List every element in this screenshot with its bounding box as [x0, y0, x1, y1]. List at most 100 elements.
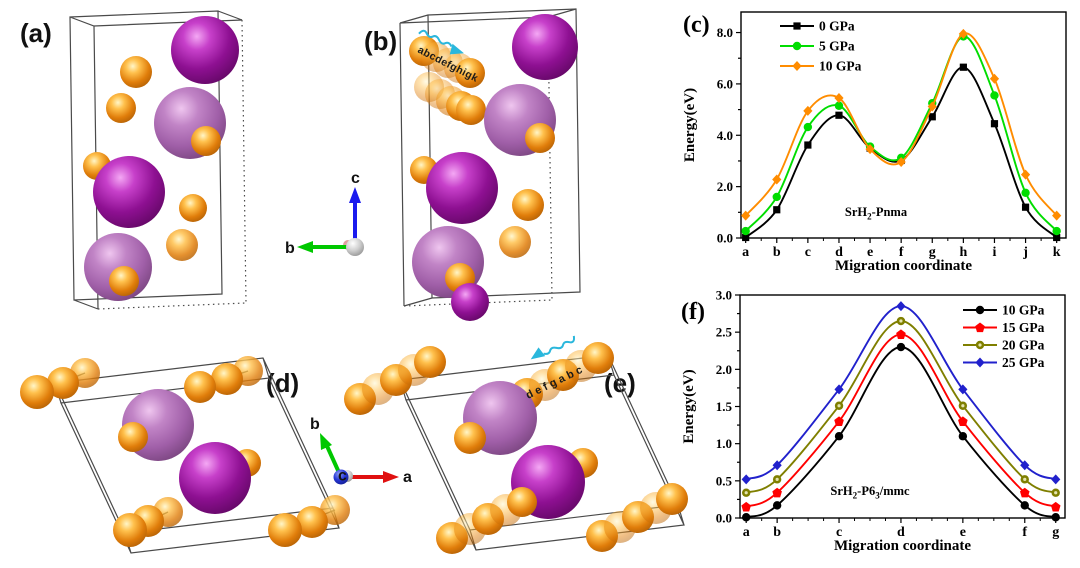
marker-circle-inner	[1023, 477, 1027, 481]
marker-circle	[958, 432, 968, 441]
x-tick-label: g	[1052, 525, 1059, 540]
migration-arrow	[418, 29, 464, 55]
crystal-structures: (a) c b (b)	[20, 8, 688, 554]
x-tick-label: f	[1022, 525, 1027, 540]
marker-diamond	[741, 474, 751, 485]
panel-d: (d)	[20, 356, 350, 554]
b-axis-arrowhead	[297, 241, 313, 253]
marker-circle	[772, 501, 782, 510]
b-axis-label: b	[310, 416, 320, 433]
c-axis-label: c	[351, 170, 360, 187]
marker-diamond	[1020, 460, 1030, 471]
phase-annotation: SrH2-Pnma	[845, 205, 908, 222]
marker-circle	[1021, 188, 1030, 197]
b-axis-label: b	[285, 240, 295, 257]
h-atom	[454, 422, 486, 454]
marker-circle	[792, 41, 802, 51]
unit-cell-a	[69, 10, 243, 310]
legend-item: 0 GPa	[780, 19, 855, 34]
sr-atom	[171, 16, 239, 84]
chart-srh2-p63mmc: 0.0 0.5 1.0 1.5 2.0 2.5 3.0 a b c d e f g Migration co…	[681, 288, 1066, 554]
y-tick-label: 6.0	[717, 76, 733, 91]
sr-atom	[179, 442, 251, 514]
legend-item: 25 GPa	[963, 355, 1045, 370]
y-tick-label: 8.0	[717, 25, 733, 40]
y-axis-title: Energy(eV)	[681, 369, 697, 443]
marker-circle	[834, 101, 844, 110]
y-tick-label: 2.0	[717, 179, 733, 194]
y-axis-title: Energy(eV)	[682, 88, 698, 162]
axis-indicator-bc: c b	[285, 170, 364, 257]
sr-atom	[451, 283, 489, 321]
x-tick-label: b	[773, 245, 781, 260]
h-atom	[456, 95, 486, 125]
h-atom	[120, 56, 152, 88]
x-axis-title: Migration coordinate	[834, 538, 971, 554]
chart-srh2-pnma: 0.0 2.0 4.0 6.0 8.0 a b c d e f g h i j k Migration coor…	[682, 11, 1067, 274]
marker-circle	[834, 432, 844, 441]
h-atom	[113, 513, 147, 547]
legend-label: 10 GPa	[1002, 303, 1045, 318]
a-axis-arrowhead	[383, 471, 399, 483]
axis-indicator-abc: c a b	[310, 416, 412, 486]
marker-circle	[772, 192, 781, 202]
marker-circle-inner	[775, 477, 779, 481]
marker-diamond	[989, 73, 1000, 84]
series-10-gpa	[741, 342, 1060, 522]
marker-circle	[975, 305, 985, 315]
legend-item: 5 GPa	[780, 39, 855, 54]
panel-label: (f)	[681, 299, 705, 325]
h-atom	[211, 363, 243, 395]
panel-b: (b) abc	[364, 8, 581, 321]
marker-diamond	[803, 105, 813, 116]
origin-sphere	[346, 238, 364, 256]
b-axis-arrowhead	[320, 433, 332, 450]
marker-circle-inner	[837, 404, 841, 408]
phase-annotation: SrH2-P63/mmc	[830, 484, 910, 501]
x-tick-label: g	[929, 245, 936, 260]
marker-square	[959, 63, 967, 71]
c-axis-label: c	[338, 468, 347, 485]
x-tick-label: e	[960, 525, 966, 540]
x-tick-label: i	[993, 245, 997, 260]
x-tick-label: f	[899, 245, 904, 260]
marker-circle-inner	[899, 319, 903, 323]
legend-item: 20 GPa	[963, 338, 1045, 353]
legend-item: 15 GPa	[963, 320, 1045, 335]
h-atom	[166, 229, 198, 261]
series-20-gpa	[741, 316, 1060, 497]
panel-label-a: (a)	[20, 18, 52, 48]
wavy-arrowhead	[530, 347, 546, 360]
y-tick-label: 0.0	[717, 231, 733, 246]
legend-label: 20 GPa	[1002, 338, 1045, 353]
series-25-gpa	[741, 301, 1061, 485]
marker-diamond	[896, 156, 906, 167]
marker-diamond	[958, 384, 968, 395]
h-atom	[179, 194, 207, 222]
marker-diamond	[741, 210, 751, 221]
marker-circle	[1052, 226, 1061, 236]
y-tick-label: 1.0	[716, 436, 732, 451]
wavy-arrowhead	[449, 43, 464, 55]
h-atom	[525, 123, 555, 153]
x-tick-label: c	[836, 525, 842, 540]
marker-square	[1021, 203, 1030, 211]
marker-square	[1053, 233, 1061, 242]
series-10-gpa	[741, 28, 1062, 221]
marker-pentagon	[896, 329, 906, 339]
h-atom	[268, 513, 302, 547]
h-atom	[109, 266, 139, 296]
plot-frame	[740, 11, 1067, 239]
marker-diamond	[1052, 210, 1062, 221]
marker-circle	[741, 513, 751, 522]
h-migration-chain	[344, 346, 446, 415]
x-tick-label: a	[742, 245, 749, 260]
legend-label: 0 GPa	[819, 19, 855, 34]
x-tick-label: k	[1053, 245, 1061, 260]
h-atom	[414, 346, 446, 378]
marker-pentagon	[958, 416, 968, 426]
wavy-arrow-line	[418, 29, 453, 48]
x-tick-label: d	[897, 525, 905, 540]
marker-circle	[1051, 513, 1060, 522]
y-tick-label: 2.0	[716, 362, 732, 377]
